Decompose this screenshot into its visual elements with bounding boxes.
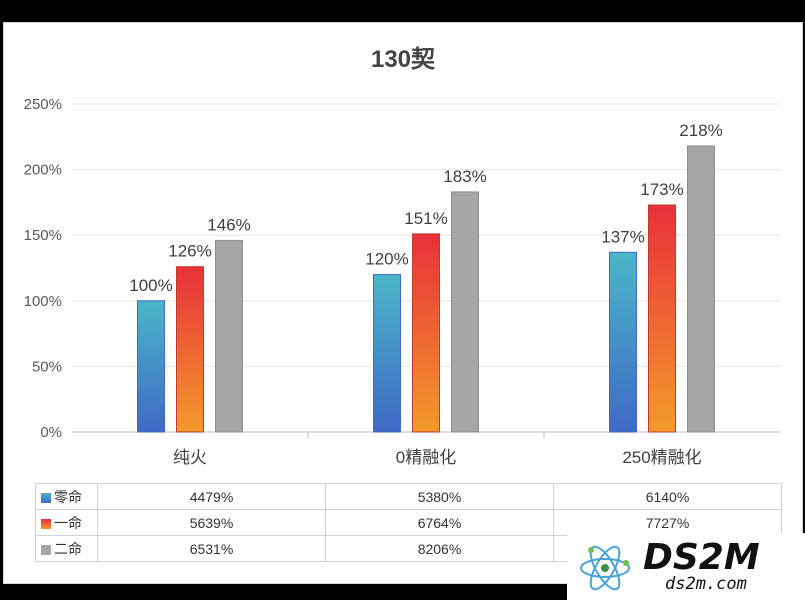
data-label: 100% xyxy=(129,276,172,295)
data-label: 126% xyxy=(168,242,211,261)
bar xyxy=(451,191,479,433)
bar xyxy=(412,233,440,433)
legend-cell: 一命 xyxy=(35,509,98,536)
bar xyxy=(176,266,204,433)
x-category-label: 纯火 xyxy=(173,448,207,467)
table-cell: 7727% xyxy=(553,509,782,536)
table-cell: 6140% xyxy=(553,483,782,510)
legend-cell: 二命 xyxy=(35,535,98,562)
data-label: 137% xyxy=(601,227,644,246)
data-label: 120% xyxy=(365,250,408,269)
legend-swatch-icon xyxy=(41,518,51,529)
bar xyxy=(609,251,637,433)
data-label: 173% xyxy=(640,180,683,199)
x-category-label: 250精融化 xyxy=(622,448,701,467)
table-cell: 5639% xyxy=(97,509,326,536)
table-cell: 5380% xyxy=(325,483,554,510)
y-tick-label: 100% xyxy=(24,293,62,310)
chart-title: 130契 xyxy=(371,46,436,73)
data-label: 146% xyxy=(207,215,250,234)
data-table: 零命 4479% 5380% 6140% 一命 5639% 6764% 7727% 二命 6531… xyxy=(35,483,782,562)
data-label: 151% xyxy=(404,209,447,228)
ds2m-watermark: DS2M ds2m.com xyxy=(567,533,805,600)
table-cell: 6531% xyxy=(97,535,326,562)
y-tick-label: 0% xyxy=(40,424,62,441)
legend-swatch-icon xyxy=(41,544,51,555)
table-cell: 6764% xyxy=(325,509,554,536)
y-tick-label: 50% xyxy=(32,358,62,375)
table-cell: 4479% xyxy=(97,483,326,510)
table-row: 一命 5639% 6764% 7727% xyxy=(35,509,782,536)
legend-cell: 零命 xyxy=(35,483,98,510)
legend-label: 一命 xyxy=(54,514,82,531)
bar xyxy=(687,145,715,433)
legend-label: 二命 xyxy=(54,540,82,557)
legend-swatch-icon xyxy=(41,492,51,503)
y-tick-label: 250% xyxy=(24,96,62,113)
bar xyxy=(648,204,676,433)
x-category-label: 0精融化 xyxy=(396,448,456,467)
chart-panel: 130契 0% 50% 100% 150% 200% 250% 100% 126% 146% 纯… xyxy=(3,22,803,584)
bar xyxy=(373,274,401,433)
bar-chart: 130契 0% 50% 100% 150% 200% 250% 100% 126% 146% 纯… xyxy=(24,46,780,467)
y-tick-label: 200% xyxy=(24,162,62,179)
watermark-main-text: DS2M xyxy=(643,537,760,578)
atom-logo-icon xyxy=(580,545,630,591)
bar xyxy=(215,239,243,433)
table-cell: 8206% xyxy=(325,535,554,562)
y-tick-label: 150% xyxy=(24,227,62,244)
legend-label: 零命 xyxy=(54,488,82,505)
table-row: 零命 4479% 5380% 6140% xyxy=(35,483,782,510)
data-label: 183% xyxy=(443,167,486,186)
data-label: 218% xyxy=(679,121,722,140)
bar xyxy=(137,300,165,433)
watermark-sub-text: ds2m.com xyxy=(665,574,747,594)
